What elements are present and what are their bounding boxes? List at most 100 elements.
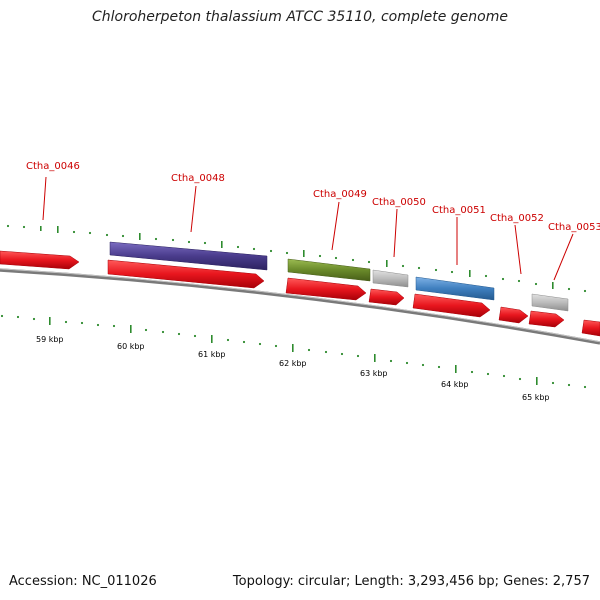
gene-arrow-ctha-0050[interactable]: [368, 288, 405, 306]
tick-mark: [211, 335, 213, 343]
tick-dot: [112, 324, 116, 328]
tick-dot: [486, 372, 490, 376]
tick-dot: [389, 359, 393, 363]
gene-arrow-ctha-0048[interactable]: [107, 259, 265, 289]
tick-mark: [292, 344, 294, 352]
tick-dot: [551, 381, 555, 385]
tick-dot: [203, 241, 207, 245]
tick-mark: [303, 250, 305, 257]
kbp-label: 60 kbp: [117, 342, 145, 351]
tick-dot: [356, 354, 360, 358]
gene-arrow-ctha-0051[interactable]: [412, 293, 491, 318]
tick-dot: [307, 348, 311, 352]
tick-dot: [434, 268, 438, 272]
tick-dot: [161, 330, 165, 334]
tick-dot: [534, 282, 538, 286]
tick-dot: [121, 234, 125, 238]
kbp-label: 64 kbp: [441, 380, 469, 389]
tick-dot: [177, 332, 181, 336]
tick-dot: [144, 328, 148, 332]
gene-arrow-ctha-0046[interactable]: [0, 250, 80, 270]
feature-bar-grey[interactable]: [372, 269, 409, 288]
tick-dot: [583, 289, 587, 293]
gene-arrow-ctha-0053[interactable]: [528, 310, 565, 328]
tick-dot: [501, 277, 505, 281]
tick-dot: [269, 249, 273, 253]
tick-dot: [405, 361, 409, 365]
tick-dot: [258, 342, 262, 346]
kbp-scale-labels: 59 kbp 60 kbp 61 kbp 62 kbp 63 kbp 64 kb…: [36, 335, 550, 402]
tick-dot: [367, 260, 371, 264]
tick-dot: [226, 338, 230, 342]
tick-dot: [437, 365, 441, 369]
leader-ctha-0046: [42, 176, 47, 221]
feature-bar-purple[interactable]: [109, 241, 268, 271]
tick-dot: [517, 279, 521, 283]
gene-arrow-ctha-0052[interactable]: [498, 306, 529, 324]
tick-dot: [421, 363, 425, 367]
tick-dot: [252, 247, 256, 251]
tick-dot: [470, 370, 474, 374]
kbp-label: 63 kbp: [360, 369, 388, 378]
gene-label[interactable]: Ctha_0049: [313, 189, 367, 200]
tick-dot: [22, 225, 26, 229]
tick-dot: [193, 334, 197, 338]
feature-bar-blue[interactable]: [415, 276, 495, 301]
tick-dot: [80, 321, 84, 325]
leader-ctha-0048: [190, 185, 197, 233]
tick-dot: [484, 274, 488, 278]
tick-dot: [567, 287, 571, 291]
gene-arrow-ctha-0049[interactable]: [285, 277, 367, 301]
feature-row-inner: [107, 259, 600, 337]
tick-mark: [40, 226, 42, 231]
tick-dot: [72, 230, 76, 234]
tick-dot: [6, 224, 10, 228]
tick-mark: [130, 325, 132, 333]
lower-tick-track: [0, 314, 587, 389]
gene-arrow[interactable]: [581, 319, 600, 337]
label-leader-lines: [42, 176, 574, 281]
tick-dot: [105, 233, 109, 237]
genome-summary-text: Topology: circular; Length: 3,293,456 bp…: [232, 574, 590, 589]
tick-dot: [16, 315, 20, 319]
genome-backbone: [0, 268, 600, 345]
tick-dot: [318, 254, 322, 258]
gene-label[interactable]: Ctha_0053: [548, 222, 600, 233]
tick-dot: [417, 266, 421, 270]
tick-dot: [274, 344, 278, 348]
tick-mark: [139, 233, 141, 240]
accession-text: Accession: NC_011026: [9, 574, 157, 589]
tick-mark: [221, 241, 223, 248]
feature-bar-green[interactable]: [287, 258, 371, 282]
kbp-label: 61 kbp: [198, 350, 226, 359]
feature-bar-grey[interactable]: [531, 293, 569, 312]
tick-mark: [469, 270, 471, 277]
gene-labels: Ctha_0046 Ctha_0048 Ctha_0049 Ctha_0050 …: [26, 161, 600, 233]
tick-dot: [236, 245, 240, 249]
gene-label[interactable]: Ctha_0046: [26, 161, 80, 172]
tick-dot: [154, 237, 158, 241]
genome-backbone-highlight: [0, 268, 600, 343]
tick-mark: [374, 354, 376, 362]
tick-dot: [502, 374, 506, 378]
tick-mark: [57, 226, 59, 233]
kbp-label: 62 kbp: [279, 359, 307, 368]
feature-row-outer: [0, 241, 569, 312]
tick-dot: [340, 352, 344, 356]
tick-dot: [242, 340, 246, 344]
tick-mark: [455, 365, 457, 373]
gene-label[interactable]: Ctha_0048: [171, 173, 225, 184]
gene-label[interactable]: Ctha_0050: [372, 197, 426, 208]
leader-ctha-0052: [514, 224, 522, 275]
tick-dot: [450, 270, 454, 274]
tick-dot: [171, 238, 175, 242]
kbp-label: 59 kbp: [36, 335, 64, 344]
tick-dot: [32, 317, 36, 321]
tick-dot: [0, 314, 4, 318]
tick-mark: [49, 317, 51, 325]
tick-dot: [334, 256, 338, 260]
gene-label[interactable]: Ctha_0052: [490, 213, 544, 224]
gene-label[interactable]: Ctha_0051: [432, 205, 486, 216]
tick-dot: [88, 231, 92, 235]
